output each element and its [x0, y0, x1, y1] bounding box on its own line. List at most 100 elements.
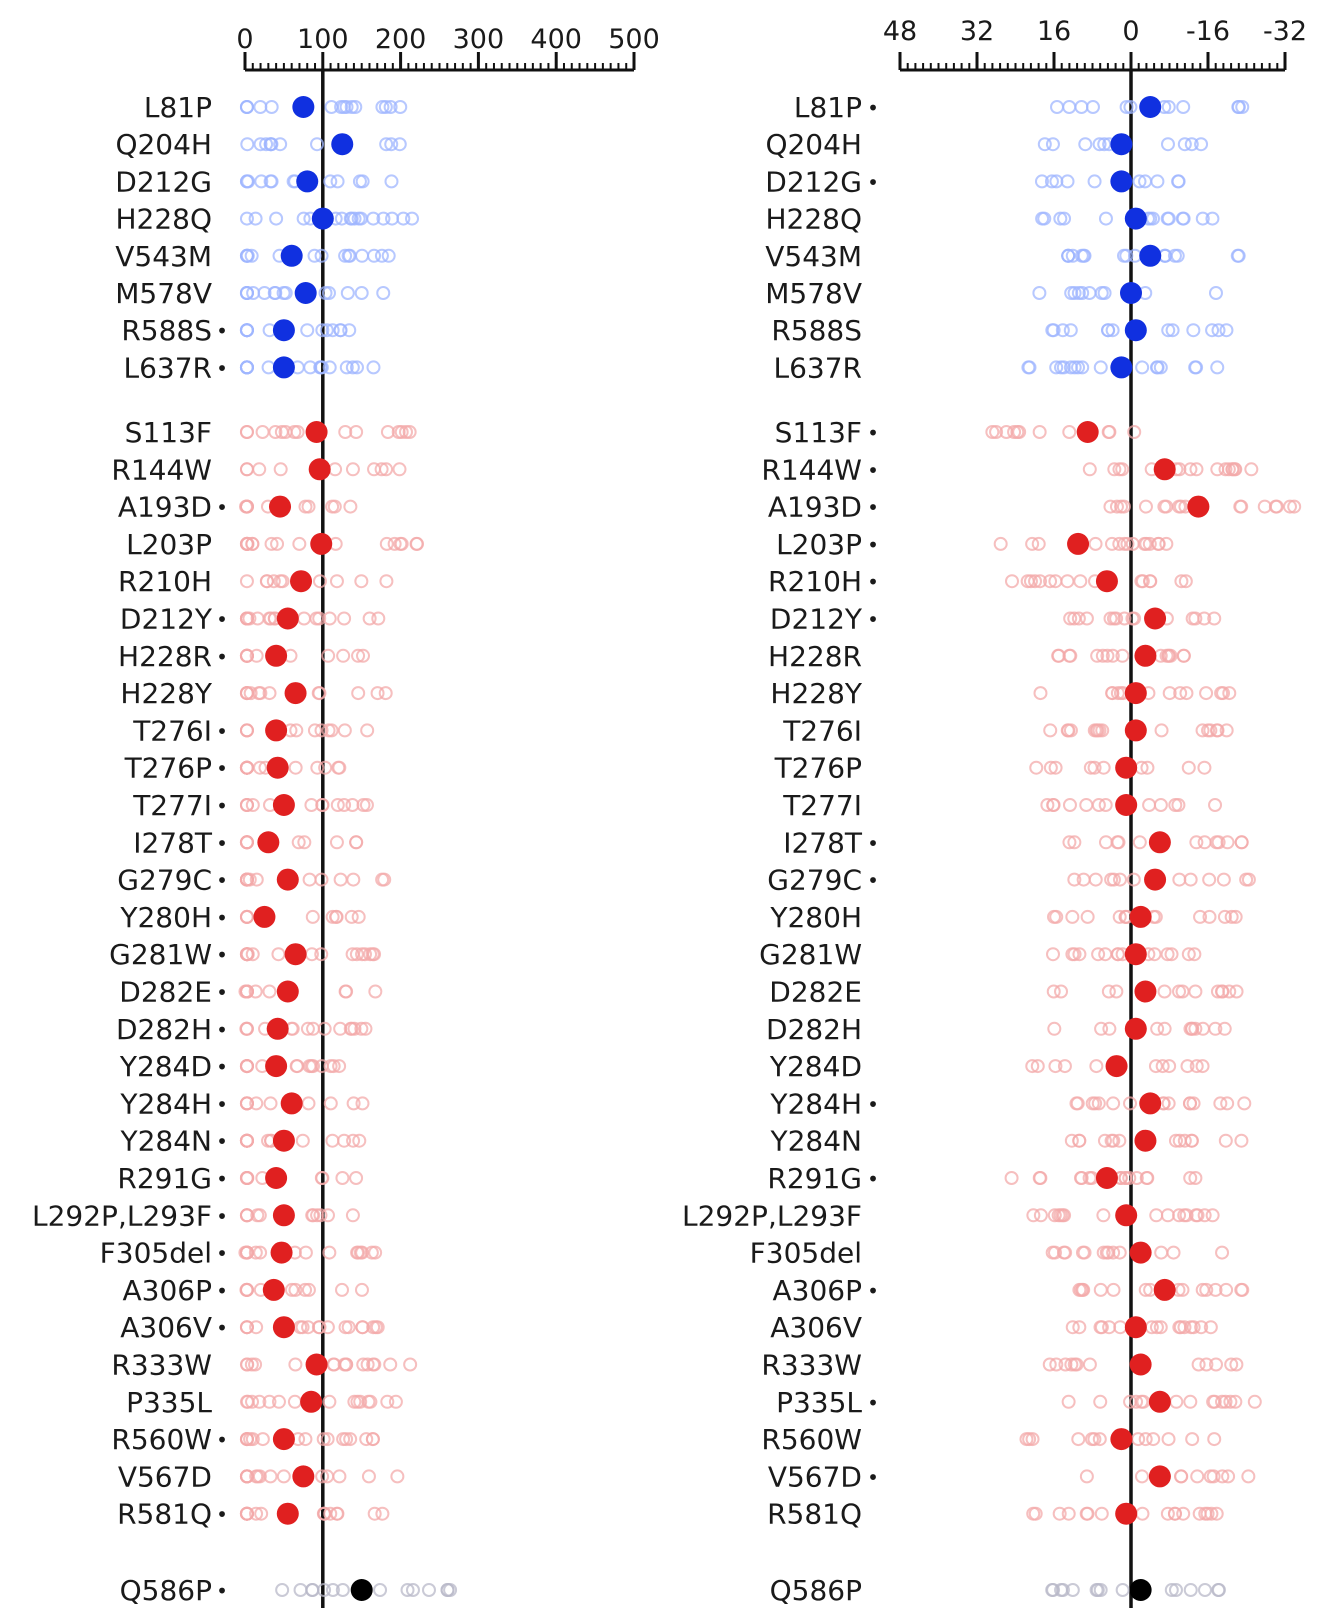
replicate-point	[340, 286, 355, 300]
replicate-point	[1213, 1096, 1228, 1111]
replicate-point	[1205, 211, 1220, 226]
row-label: Y280H	[119, 901, 212, 934]
replicate-point	[1221, 462, 1236, 477]
replicate-point	[240, 137, 255, 152]
replicate-point	[1171, 798, 1186, 812]
row-label: D212Y	[770, 603, 863, 636]
replicate-point	[1019, 1432, 1034, 1447]
replicate-point	[1225, 462, 1240, 477]
mean-point	[266, 756, 289, 779]
replicate-point	[1165, 323, 1180, 338]
replicate-point	[330, 798, 345, 812]
replicate-point	[380, 1394, 395, 1409]
x-tick-label: 200	[375, 24, 427, 55]
replicate-point	[335, 1583, 350, 1597]
replicate-point	[1162, 686, 1177, 701]
row-label: Q204H	[115, 128, 212, 161]
replicate-point	[240, 536, 255, 551]
mean-point	[284, 682, 307, 705]
replicate-point	[1149, 1208, 1164, 1223]
replicate-point	[1106, 1245, 1121, 1260]
replicate-point	[1222, 984, 1237, 999]
replicate-point	[339, 1432, 354, 1447]
replicate-point	[1050, 100, 1065, 114]
mean-point	[292, 96, 315, 118]
replicate-point	[1154, 723, 1169, 738]
replicate-point	[1116, 499, 1131, 514]
replicate-point	[368, 984, 383, 999]
replicate-point	[254, 1506, 269, 1521]
replicate-point	[1053, 211, 1068, 226]
replicate-point	[1098, 835, 1113, 850]
replicate-point	[1063, 611, 1078, 626]
replicate-point	[239, 1021, 254, 1036]
replicate-point	[295, 1133, 310, 1148]
replicate-point	[1093, 360, 1108, 375]
row-label: Y284N	[770, 1125, 863, 1158]
replicate-point	[1177, 1208, 1192, 1223]
replicate-point	[1188, 1171, 1203, 1185]
mean-point	[1139, 1092, 1162, 1115]
replicate-point	[344, 909, 359, 924]
replicate-point	[367, 1506, 382, 1521]
significance-mark: •	[867, 1465, 879, 1489]
replicate-point	[1157, 984, 1172, 999]
replicate-point	[1104, 1133, 1119, 1148]
mean-point	[276, 980, 299, 1003]
significance-mark: •	[216, 943, 228, 967]
replicate-point	[1119, 100, 1134, 114]
significance-mark: •	[216, 356, 228, 380]
row-label: R581Q	[767, 1498, 862, 1531]
significance-mark: •	[216, 1428, 228, 1452]
replicate-point	[1161, 100, 1176, 114]
replicate-point	[989, 425, 1004, 439]
replicate-point	[1025, 1432, 1040, 1447]
replicate-point	[313, 1208, 328, 1223]
replicate-point	[329, 909, 344, 924]
replicate-point	[364, 1245, 379, 1260]
replicate-point	[270, 536, 285, 551]
replicate-point	[262, 1394, 277, 1409]
replicate-point	[239, 1506, 254, 1521]
replicate-point	[361, 1469, 376, 1484]
replicate-point	[1093, 1282, 1108, 1297]
replicate-point	[342, 323, 357, 338]
row-label: R333W	[111, 1349, 212, 1382]
replicate-point	[1082, 462, 1097, 477]
replicate-point	[1219, 723, 1234, 738]
mean-point	[1139, 244, 1162, 267]
row-label: R144W	[761, 453, 862, 486]
replicate-point	[243, 686, 258, 701]
replicate-point	[383, 100, 398, 114]
replicate-point	[1138, 499, 1153, 514]
replicate-point	[315, 798, 330, 812]
replicate-point	[1207, 1394, 1222, 1409]
replicate-point	[388, 1394, 403, 1409]
replicate-point	[1113, 872, 1128, 887]
row-label: H228Y	[770, 677, 862, 710]
row-label: R560W	[111, 1423, 212, 1456]
replicate-point	[354, 286, 369, 300]
replicate-point	[1101, 425, 1116, 439]
replicate-point	[1067, 360, 1082, 375]
replicate-point	[315, 323, 330, 338]
mean-point	[1120, 282, 1142, 304]
replicate-point	[1094, 286, 1109, 300]
replicate-point	[1155, 1059, 1170, 1074]
replicate-point	[336, 648, 351, 663]
replicate-point	[403, 1357, 418, 1372]
x-tick-label: 300	[453, 24, 505, 55]
replicate-point	[1157, 499, 1172, 514]
replicate-point	[333, 872, 348, 887]
mean-point	[1124, 682, 1147, 705]
replicate-point	[1082, 1171, 1097, 1185]
replicate-point	[1222, 686, 1237, 701]
replicate-point	[314, 1171, 329, 1185]
replicate-point	[355, 1320, 370, 1335]
row-label: Q204H	[765, 128, 862, 161]
replicate-point	[1105, 536, 1120, 551]
significance-mark: •	[216, 1092, 228, 1116]
replicate-point	[322, 360, 337, 375]
replicate-point	[298, 1432, 313, 1447]
replicate-point	[313, 360, 328, 375]
